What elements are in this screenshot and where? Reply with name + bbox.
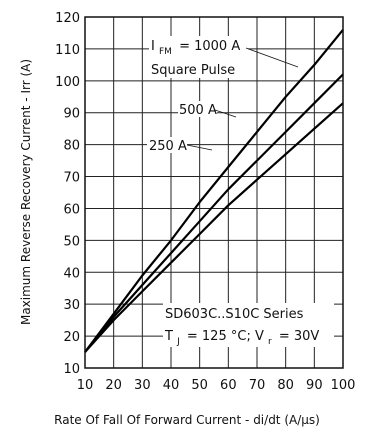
- series-name-bg: [163, 303, 334, 347]
- label-square-pulse: Square Pulse: [151, 63, 235, 78]
- y-axis-title: Maximum Reverse Recovery Current - Irr (…: [19, 59, 33, 325]
- x-axis-title: Rate Of Fall Of Forward Current - di/dt …: [54, 413, 320, 427]
- label-500: 500 A: [179, 103, 217, 118]
- series-line-1: [84, 73, 344, 353]
- chart-series: [84, 29, 344, 353]
- label-1000: I FM = 1000 A: [151, 39, 240, 58]
- cond-t-sub: J: [176, 337, 180, 347]
- cond-end: = 30V: [279, 329, 320, 344]
- plot-frame: [84, 16, 344, 369]
- y-tick-label: 30: [63, 298, 80, 313]
- leader-250: [186, 144, 213, 151]
- label-500-bg: [178, 101, 217, 117]
- y-tick-label: 80: [63, 139, 80, 154]
- x-tick-label: 20: [105, 378, 122, 393]
- x-tick-label: 10: [77, 378, 94, 393]
- x-tick-label: 90: [306, 378, 323, 393]
- label-1000-bg: [149, 36, 248, 78]
- y-tick-label: 40: [63, 266, 80, 281]
- series-name: SD603C..S10C Series: [165, 307, 304, 322]
- y-tick-label: 10: [63, 362, 80, 377]
- x-tick-label: 50: [191, 378, 208, 393]
- label-1000-rest: = 1000 A: [179, 39, 240, 54]
- cond-t: T: [164, 329, 173, 344]
- cond-mid: = 125 °C; V: [187, 329, 264, 344]
- x-tick-label: 70: [249, 378, 266, 393]
- y-tick-label: 100: [55, 75, 80, 90]
- x-tick-label: 60: [220, 378, 237, 393]
- leader-500: [214, 109, 237, 118]
- test-conditions: T J = 125 °C; V r = 30V: [164, 329, 319, 348]
- x-tick-label: 100: [331, 378, 356, 393]
- label-1000-main: I: [151, 39, 155, 54]
- x-tick-label: 80: [277, 378, 294, 393]
- y-tick-label: 60: [63, 202, 80, 217]
- cond-v-sub: r: [268, 337, 272, 347]
- label-250: 250 A: [149, 139, 187, 154]
- y-tick-label: 90: [63, 107, 80, 122]
- series-line-0: [84, 29, 344, 353]
- y-tick-label: 110: [55, 43, 80, 58]
- x-tick-label: 30: [134, 378, 151, 393]
- series-line-2: [84, 102, 344, 353]
- y-tick-label: 20: [63, 330, 80, 345]
- leader-1000: [245, 47, 299, 68]
- x-tick-label: 40: [163, 378, 180, 393]
- y-tick-label: 50: [63, 234, 80, 249]
- chart-ticks: 10 20 30 40 50 60 70 80 90 100 10 20 30 40 50 60 70 80 90 1…: [55, 11, 355, 393]
- y-tick-label: 70: [63, 171, 80, 186]
- label-250-bg: [147, 137, 187, 153]
- label-1000-sub: FM: [159, 47, 172, 57]
- y-tick-label: 120: [55, 11, 80, 26]
